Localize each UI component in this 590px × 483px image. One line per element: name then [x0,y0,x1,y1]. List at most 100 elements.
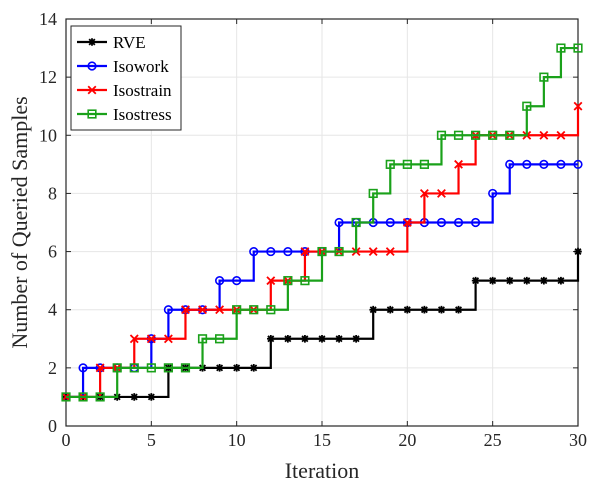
data-point-isowork [163,305,173,315]
legend-marker-isostrain [87,85,97,95]
data-point-isostress [470,130,481,140]
legend-label-isostress: Isostress [113,105,172,124]
data-point-isostress [505,130,515,140]
data-point-isostress [61,392,71,402]
data-point-isostress [539,72,549,82]
data-point-isostress [112,363,122,373]
data-point-isowork [505,159,515,169]
data-point-isostress [488,130,498,140]
data-point-isowork [385,217,395,228]
y-tick-label: 14 [39,9,57,29]
data-point-rve [335,334,343,343]
data-point-rve [540,276,548,285]
data-point-isowork [556,159,566,169]
data-point-isostrain [163,334,173,344]
data-point-isostress [249,305,259,315]
data-point-isostress [368,188,378,199]
data-point-isowork [334,217,344,228]
x-tick-label: 5 [147,430,156,450]
series-line-isostress [66,46,578,399]
x-tick-label: 20 [398,430,416,450]
data-point-rve [284,334,292,343]
data-point-isostress [180,363,191,373]
data-point-isostress [197,334,208,344]
y-tick-label: 0 [48,416,57,436]
data-point-isostress [334,246,344,257]
data-point-isostrain [368,247,378,257]
data-point-isowork [488,188,498,199]
data-point-isostress [317,246,327,257]
data-point-rve [301,334,309,343]
data-point-isowork [539,159,549,169]
data-point-rve [352,334,360,343]
y-tick-label: 10 [39,125,57,145]
data-point-isowork [266,246,276,257]
data-point-isostress [146,363,156,373]
y-tick-label: 6 [48,242,57,262]
axis-ticks: 0 5 10 15 20 25 30 0 2 4 6 8 10 12 14 [39,9,587,450]
data-point-isostrain [146,334,156,344]
data-point-rve [523,276,531,285]
y-axis-title: Number of Queried Samples [7,96,32,348]
data-point-isostress [402,159,412,169]
data-point-isostrain [402,218,412,227]
data-point-isowork [573,159,583,169]
data-point-rve [505,276,514,285]
data-point-isostrain [556,130,566,140]
data-point-rve [403,305,412,314]
x-axis-title: Iteration [285,458,360,483]
data-point-isowork [522,159,532,169]
data-point-isowork [283,246,293,257]
data-point-isostress [129,363,139,373]
x-tick-label: 15 [313,430,331,450]
data-point-rve [369,305,377,314]
data-point-rve [318,334,326,343]
data-point-rve [471,276,480,285]
x-tick-label: 25 [484,430,502,450]
data-point-rve [454,305,463,314]
data-point-isostrain [300,247,310,257]
data-point-rve [557,276,565,285]
data-point-isostrain [95,363,105,373]
data-point-isostress [419,159,430,169]
data-point-isowork [471,217,481,228]
y-tick-label: 4 [48,300,57,320]
data-point-isostress [283,276,293,286]
data-point-isostress [95,392,105,402]
data-point-rve [147,393,156,401]
data-point-isostress [351,217,361,228]
data-point-isostrain [454,159,463,169]
data-point-rve [130,393,139,401]
data-point-rve [232,364,241,372]
data-point-isostress [573,43,583,53]
data-point-isostress [232,305,242,315]
data-point-isowork [453,217,464,228]
data-point-isowork [249,246,259,257]
y-tick-label: 2 [48,358,57,378]
data-point-isowork [232,276,242,286]
data-point-isostrain [198,305,207,315]
legend-marker-isostress [87,109,97,119]
y-tick-label: 12 [39,67,57,87]
series-layer [61,43,583,402]
data-point-isowork [436,217,447,228]
data-point-isostrain [419,188,429,198]
data-point-isostress [215,334,225,344]
data-point-isostress [436,130,447,140]
data-point-isostrain [573,101,583,111]
data-point-isostress [522,101,532,111]
legend-label-isowork: Isowork [113,57,169,76]
data-point-rve [386,305,395,314]
data-point-isostress [78,392,88,402]
series-isostress [61,43,583,402]
data-point-isostrain [539,130,549,140]
legend-marker-rve [88,38,96,46]
data-point-isostress [163,363,174,373]
data-point-isostrain [385,247,395,257]
data-point-isostrain [437,188,446,198]
data-point-rve [437,305,446,314]
legend-label-rve: RVE [113,33,146,52]
data-point-rve [574,247,582,256]
data-point-isostress [266,305,276,315]
